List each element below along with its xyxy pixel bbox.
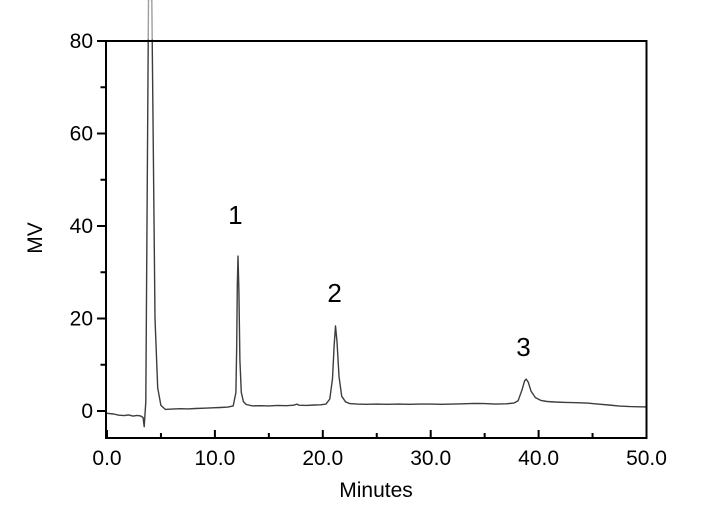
- peak-label-1: 1: [228, 200, 242, 230]
- x-tick-label: 10.0: [194, 447, 235, 470]
- y-tick-label: 20: [70, 308, 93, 331]
- y-tick-label: 80: [70, 30, 93, 53]
- peak-label-2: 2: [327, 278, 341, 308]
- peak-label-3: 3: [516, 332, 530, 362]
- y-axis-title: MV: [24, 222, 47, 254]
- x-tick-label: 30.0: [410, 447, 451, 470]
- x-tick-label: 40.0: [518, 447, 559, 470]
- x-tick-label: 20.0: [302, 447, 343, 470]
- x-axis-title: Minutes: [339, 479, 413, 502]
- y-tick-label: 60: [70, 123, 93, 146]
- offscale-spike-fade: [138, 0, 164, 40]
- y-tick-label: 0: [81, 400, 93, 423]
- chromatogram-trace: [106, 0, 648, 428]
- x-tick-label: 50.0: [626, 447, 667, 470]
- x-tick-label: 0.0: [92, 447, 121, 470]
- y-tick-label: 40: [70, 215, 93, 238]
